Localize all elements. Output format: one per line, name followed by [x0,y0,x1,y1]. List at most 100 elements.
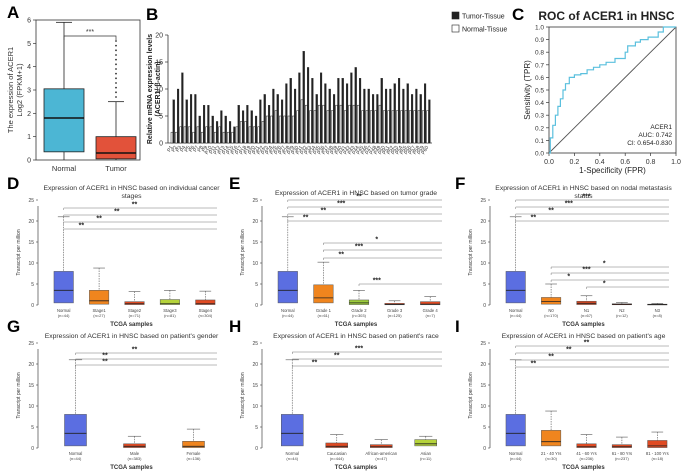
auc-annotation: AUC: 0.742 [638,132,672,139]
x-count-label: (n=81) [164,313,176,318]
x-count-label: (n=236) [580,456,595,461]
chart-title: Expression of ACER1 in HNSC based on pat… [273,333,439,340]
bar-normal-tissue [201,131,204,144]
x-category-label: P54 [395,145,405,156]
x-tick-label: 0.0 [544,159,554,166]
x-category-label: P5 [184,145,192,153]
y-tick-label: 0.8 [535,50,544,57]
y-tick-label: 5 [31,425,34,431]
chart-title-cont: status [574,193,593,200]
bar-normal-tissue [417,110,421,144]
bar-normal-tissue [374,110,377,144]
x-category-label: P24 [265,145,275,156]
bar-normal-tissue [348,104,351,144]
y-tick-label: 10 [252,404,258,410]
x-category-label: P22 [256,145,266,156]
bar-normal-tissue [300,99,304,144]
bar-normal-tissue [279,115,282,144]
x-category-label: P57 [408,145,418,156]
significance-label: ** [548,354,554,361]
bar-normal-tissue [413,110,416,144]
significance-label: ** [584,340,590,347]
x-count-label: (n=237) [615,456,630,461]
x-category-label: N3 [655,308,661,313]
significance-label: ** [338,252,344,259]
x-category-label: P37 [321,145,331,156]
x-category-label: Normal [281,308,295,313]
legend-swatch-tumor [451,11,460,20]
x-category-label: P26 [273,145,283,156]
box [195,299,216,305]
chart-title-cont: stages [121,193,142,200]
x-count-label: (n=44) [510,456,522,461]
x-category-label: P46 [360,145,370,156]
y-tick-label: 0.6 [535,75,544,82]
x-category-label: Stage3 [163,308,177,313]
x-category-label: P55 [399,145,409,156]
x-count-label: (n=44) [58,313,70,318]
y-tick-label: 2 [27,111,31,118]
chart-title: Expression of ACER1 in HNSC based on pat… [502,333,666,340]
bar-tumor-tissue [350,72,353,144]
y-tick-label: 0 [31,303,34,309]
box [576,300,597,305]
y-tick-label: 10 [252,261,258,267]
bar-tumor-tissue [398,78,401,144]
bar-tumor-tissue [380,78,383,144]
chart-title: Expression of ACER1 in HNSC based on tum… [275,190,437,197]
box [420,301,441,306]
x-axis-label: 1-Specificity (FPR) [579,166,646,175]
box-normal [43,88,85,153]
box [53,271,74,304]
panel-letter-c: C [512,5,524,24]
box [348,299,370,305]
significance-label: * [567,274,570,281]
y-axis-label: Transcript per million [240,372,246,418]
outlier-point [115,54,117,56]
legend-label-normal: Normal-Tissue [462,27,507,34]
box [89,290,110,305]
bar-tumor-tissue [328,88,331,144]
x-axis-label: TCGA samples [110,322,153,328]
bar-tumor-tissue [428,99,431,144]
bar-normal-tissue [218,126,221,144]
significance-label: *** [86,29,94,36]
x-tick-label: 0.6 [620,159,630,166]
panel-g-gender-boxplot: Expression of ACER1 in HNSC based on pat… [16,333,219,471]
x-axis-label: TCGA samples [562,465,605,471]
box [611,444,632,448]
bar-normal-tissue [170,131,174,144]
outlier-point [115,86,117,89]
bar-tumor-tissue [216,121,219,144]
x-category-label: P43 [347,145,357,156]
significance-label: ** [132,347,138,354]
bar-tumor-tissue [255,115,258,144]
panel-letter-b: B [146,5,158,24]
bar-tumor-tissue [242,110,245,144]
y-tick-label: 25 [252,198,258,204]
bar-tumor-tissue [385,88,388,144]
significance-label: ** [531,361,537,368]
bar-tumor-tissue [320,72,323,144]
y-tick-label: 5 [159,114,163,121]
bar-normal-tissue [222,131,226,144]
bar-normal-tissue [357,104,360,144]
y-tick-label: 0.7 [535,62,544,69]
bar-tumor-tissue [324,83,327,144]
x-category-label: P16 [230,145,240,156]
x-category-label: P13 [217,145,227,156]
bar-tumor-tissue [311,78,314,144]
y-tick-label: 10 [28,261,34,267]
y-tick-label: 20 [28,362,34,368]
y-tick-label: 0.0 [535,151,544,158]
box [124,301,145,305]
y-tick-label: 20 [252,219,258,225]
significance-label: ** [114,209,120,216]
y-axis-label: Sensitivity (TPR) [523,60,532,120]
x-category-label: Grade 1 [316,308,332,313]
panel-letter-i: I [455,317,460,336]
significance-label: ** [321,208,327,215]
y-tick-label: 10 [480,404,486,410]
bar-normal-tissue [274,110,278,144]
